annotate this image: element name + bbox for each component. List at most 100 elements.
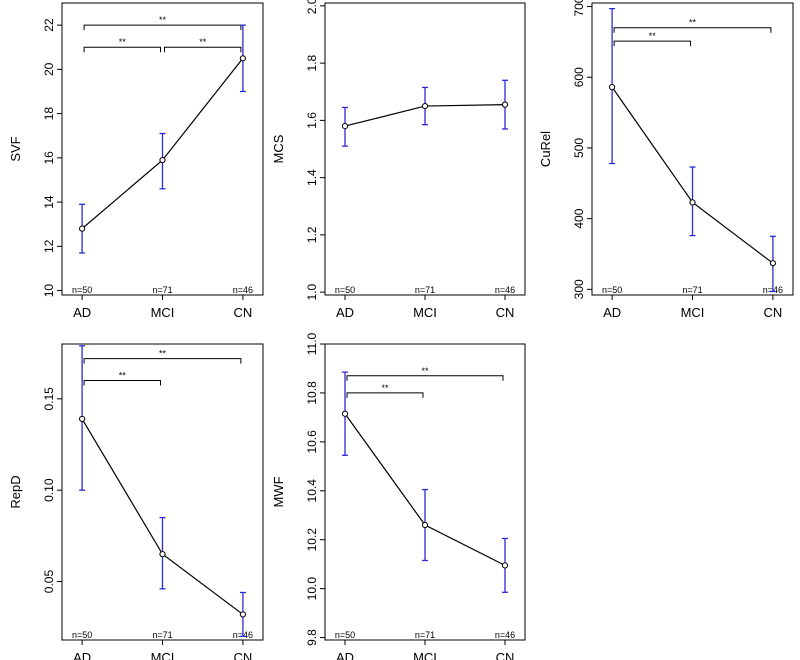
significance-label: ** [381,383,389,393]
y-tick-label: 10.0 [305,577,319,601]
x-tick-label: MCI [681,305,705,320]
significance-bracket: ** [613,31,691,47]
y-tick-label: 300 [572,279,586,299]
y-axis-label: MCS [271,134,286,163]
significance-bracket-line [613,40,691,47]
y-tick-label: 500 [572,138,586,158]
data-point [501,101,509,108]
y-tick-label: 1.0 [305,283,319,300]
panel-svf: 10 12 14 16 18 20 22 SVF AD n=50 MCI n=71 CN n=46 ** **… [8,2,264,320]
x-tick-label: CN [764,305,783,320]
sample-size-label: n=50 [335,285,355,295]
y-tick-label: 400 [572,208,586,228]
sample-size-label: n=50 [72,285,92,295]
sample-size-label: n=71 [415,630,435,640]
y-tick-label: 0.15 [42,387,56,411]
x-tick-label: MCI [151,650,175,660]
y-axis-label: RepD [8,475,23,508]
y-tick-label: 18 [42,107,56,121]
x-tick-label: AD [336,650,354,660]
significance-bracket: ** [83,371,161,386]
plot-frame [591,2,794,296]
data-point [341,122,349,130]
sample-size-label: n=46 [495,285,515,295]
significance-bracket: ** [613,18,772,33]
significance-bracket-line [346,392,424,398]
significance-label: ** [119,37,127,47]
y-tick-label: 2.0 [305,0,319,14]
significance-label: ** [119,371,127,381]
sample-size-label: n=71 [152,630,172,640]
y-tick-label: 10.2 [305,528,319,552]
sample-size-label: n=50 [335,630,355,640]
y-tick-label: 700 [572,0,586,17]
significance-bracket-line [346,375,504,381]
y-axis-label: MWF [271,476,286,507]
plot-frame [324,2,526,296]
y-tick-label: 9.8 [305,629,319,646]
y-axis-label: SVF [8,136,23,161]
data-point [421,102,429,110]
significance-bracket-line [83,46,161,53]
significance-label: ** [159,15,167,25]
data-point [79,415,86,423]
x-tick-label: AD [73,650,91,660]
significance-label: ** [199,37,207,47]
significance-bracket: ** [83,15,242,31]
x-tick-label: MCI [413,305,437,320]
significance-bracket-line [83,24,242,31]
significance-bracket: ** [83,37,161,53]
data-point [159,156,166,164]
x-tick-label: MCI [151,305,175,320]
significance-bracket: ** [83,349,242,364]
data-point [501,562,509,569]
y-tick-label: 22 [42,18,56,32]
data-point [609,84,616,91]
panel-mwf: 9.8 10.0 10.2 10.4 10.6 10.8 11.0 MWF AD n=50 MCI n… [271,332,526,660]
y-tick-label: 14 [42,195,56,209]
y-tick-label: 10.8 [305,381,319,405]
y-tick-label: 10.6 [305,430,319,454]
plot-frame [61,343,264,641]
y-tick-label: 16 [42,151,56,165]
y-tick-label: 0.10 [42,478,56,502]
significance-label: ** [689,18,697,28]
x-tick-label: AD [73,305,91,320]
data-point [421,521,429,529]
sample-size-label: n=50 [72,630,92,640]
y-tick-label: 0.05 [42,570,56,594]
sample-size-label: n=71 [415,285,435,295]
y-tick-label: 1.6 [305,112,319,129]
x-tick-label: MCI [413,650,437,660]
panel-curel: 300400500600700CuRelADn=50MCIn=71CNn=46*… [538,0,794,320]
data-point [239,611,246,618]
y-axis-label: CuRel [538,131,553,167]
significance-bracket-line [83,380,161,386]
significance-label: ** [649,31,657,41]
x-tick-label: CN [496,650,515,660]
y-tick-label: 12 [42,239,56,253]
significance-bracket-line [164,46,242,53]
significance-bracket-line [613,27,772,33]
sample-size-label: n=50 [602,285,622,295]
data-point [689,199,696,206]
sample-size-label: n=46 [495,630,515,640]
x-tick-label: AD [603,305,621,320]
significance-bracket: ** [346,383,424,398]
y-tick-label: 11.0 [305,332,319,355]
y-tick-label: 600 [572,67,586,87]
y-tick-label: 1.8 [305,54,319,71]
significance-bracket: ** [164,37,242,53]
y-tick-label: 20 [42,62,56,76]
significance-bracket-line [83,358,242,364]
data-point [341,410,349,417]
data-point [79,225,86,232]
panel-mcs: 1.0 1.2 1.4 1.6 1.8 2.0 MCS AD n=50 MCI n=71 CN n=46 [271,0,526,320]
significance-label: ** [421,366,429,376]
sample-size-label: n=46 [233,285,253,295]
data-point [239,55,246,62]
x-tick-label: CN [234,650,253,660]
y-tick-label: 1.2 [305,226,319,243]
